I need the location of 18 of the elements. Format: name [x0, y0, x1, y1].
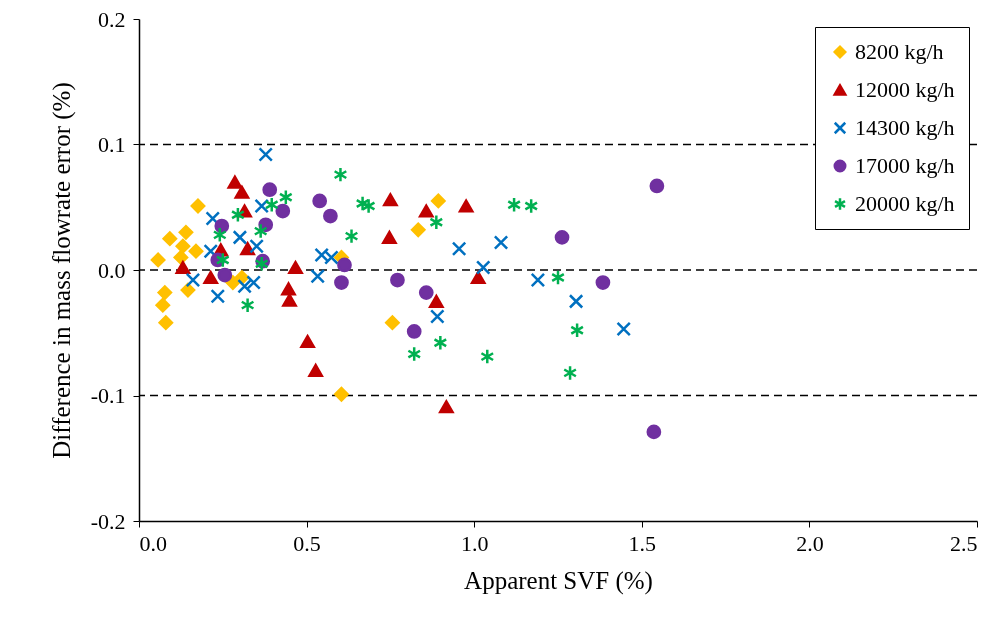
y-axis-title: Difference in mass flowrate error (%): [47, 82, 76, 459]
legend-label: 14300 kg/h: [855, 115, 955, 140]
x-axis-title: Apparent SVF (%): [464, 566, 653, 595]
legend-label: 20000 kg/h: [855, 191, 955, 216]
legend-label: 8200 kg/h: [855, 39, 944, 64]
x-tick-label: 0.0: [139, 530, 167, 556]
x-tick-label: 1.5: [628, 530, 657, 556]
y-tick-label: -0.2: [90, 508, 126, 534]
legend-label: 12000 kg/h: [855, 77, 955, 102]
y-tick-label: 0.1: [98, 132, 126, 157]
x-tick-label: 0.5: [293, 530, 321, 556]
x-tick-label: 1.0: [460, 530, 489, 556]
x-tick-label: 2.5: [950, 530, 978, 556]
y-tick-label: 0.0: [98, 257, 126, 283]
y-tick-label: 0.2: [98, 6, 126, 32]
x-tick-label: 2.0: [796, 530, 824, 556]
y-tick-label: -0.1: [90, 383, 126, 408]
legend-label: 17000 kg/h: [855, 153, 955, 178]
